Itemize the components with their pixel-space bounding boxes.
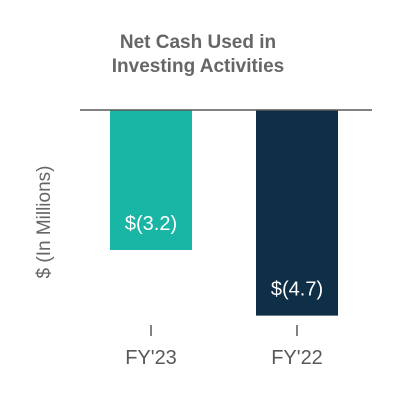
chart-title-line-2: Investing Activities	[112, 56, 284, 77]
y-axis-label: $ (In Millions)	[34, 166, 55, 279]
data-label-2: $(4.7)	[271, 279, 323, 301]
data-label-1: $(3.2)	[125, 213, 177, 235]
x-tick-label-1: FY'23	[125, 347, 177, 369]
bar-1	[110, 110, 192, 250]
chart-title-line-1: Net Cash Used in	[120, 32, 276, 53]
bars-layer: $(3.2) $(4.7)	[110, 110, 338, 316]
x-ticks-layer: FY'23 FY'22	[125, 325, 323, 369]
bar-2	[256, 110, 338, 316]
x-tick-label-2: FY'22	[271, 347, 323, 369]
